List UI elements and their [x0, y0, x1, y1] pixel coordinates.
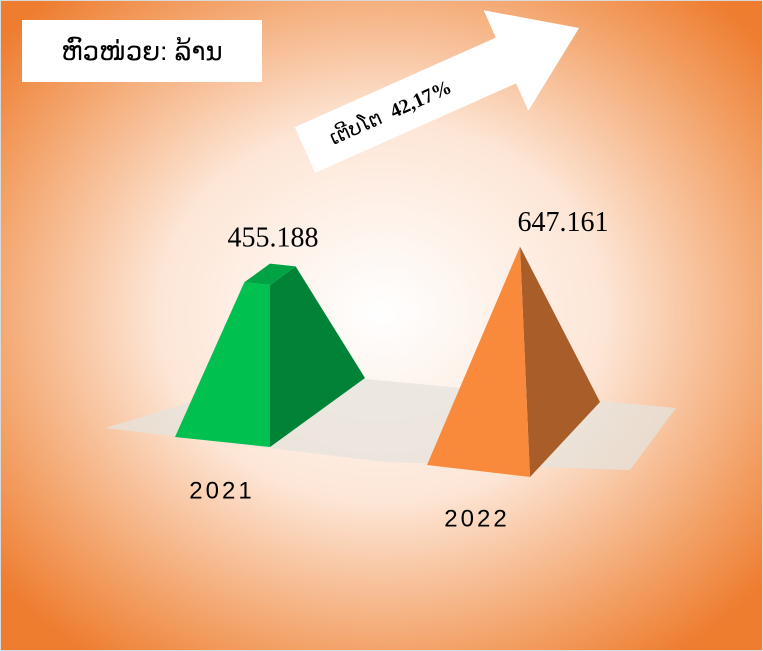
- value-label: 455.188: [228, 222, 319, 253]
- pyramid-side: [520, 246, 600, 477]
- pyramid-side: [270, 266, 365, 447]
- growth-arrow: ເຕີບໂຕ 42,17%: [294, 10, 580, 173]
- arrow-shape: [294, 10, 580, 173]
- pyramid: [175, 263, 365, 447]
- value-label: 647.161: [518, 207, 609, 238]
- unit-box: [22, 20, 262, 82]
- pyramid: [427, 246, 600, 477]
- x-tick-label: 2021: [189, 477, 254, 504]
- x-tick-label: 2022: [444, 505, 509, 532]
- pyramid-front: [175, 282, 270, 447]
- pyramid-top: [244, 263, 296, 285]
- pyramid-front: [427, 246, 530, 477]
- plot: 455.188 2021 647.161 2022: [175, 207, 609, 532]
- unit-label: ຫົວໜ່ວຍ: ລ້ານ: [61, 35, 222, 66]
